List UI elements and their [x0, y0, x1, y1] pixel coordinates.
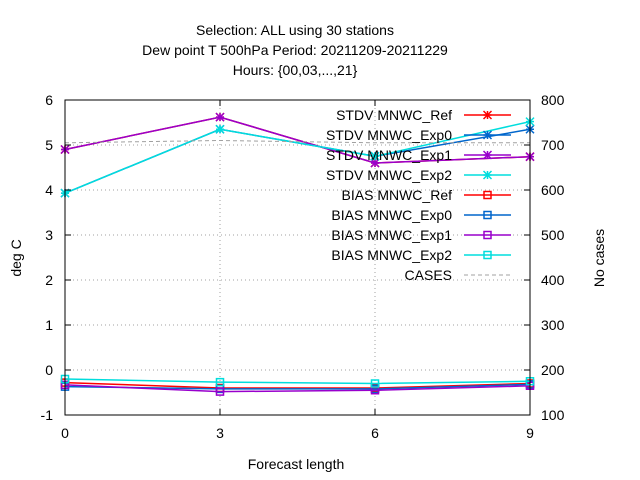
data-point	[215, 112, 225, 122]
data-point	[215, 377, 225, 387]
data-point	[215, 387, 225, 396]
x-axis-label: Forecast length	[248, 456, 345, 472]
data-point	[215, 124, 225, 134]
series-line	[64, 120, 531, 194]
legend-marker	[482, 130, 493, 140]
y-tick-label: 1	[45, 317, 53, 333]
legend-label: BIAS MNWC_Exp0	[331, 207, 452, 223]
y-tick-label: -1	[41, 407, 54, 423]
y-tick-label: 3	[45, 227, 53, 243]
y2-axis-label: No cases	[591, 229, 607, 287]
series-group	[60, 112, 535, 396]
y-tick-label: 6	[45, 92, 53, 108]
axis-ticks: 0 3 6 9 -1 0 1 2 3 4 5 6 100 200 300 400 500 600 700 800	[41, 92, 565, 441]
y-tick-label: 2	[45, 272, 53, 288]
plot-frame	[64, 99, 531, 416]
series-line	[64, 139, 530, 144]
legend-entry: STDV MNWC_Exp2	[326, 167, 511, 183]
legend-marker	[483, 190, 492, 200]
title-line: Dew point T 500hPa Period: 20211209-2021…	[142, 42, 448, 58]
data-point	[370, 151, 380, 161]
y2-tick-label: 400	[541, 272, 565, 288]
series-8	[64, 139, 530, 144]
series-line	[64, 128, 531, 194]
legend-entry: STDV MNWC_Ref	[336, 107, 511, 123]
legend: STDV MNWC_Ref STDV MNWC_Exp0 STDV MNWC_Exp…	[326, 107, 511, 283]
legend-label: BIAS MNWC_Exp2	[331, 247, 452, 263]
legend-label: CASES	[405, 267, 452, 283]
legend-entry: BIAS MNWC_Ref	[342, 187, 511, 203]
legend-entry: STDV MNWC_Exp1	[326, 147, 511, 163]
legend-label: STDV MNWC_Exp2	[326, 167, 452, 183]
legend-entry: BIAS MNWC_Exp0	[331, 207, 511, 223]
legend-label: STDV MNWC_Exp1	[326, 147, 452, 163]
y2-tick-label: 500	[541, 227, 565, 243]
grid	[65, 100, 530, 415]
legend-entry: CASES	[405, 267, 511, 283]
y2-tick-label: 300	[541, 317, 565, 333]
legend-label: BIAS MNWC_Ref	[342, 187, 453, 203]
legend-marker	[483, 210, 492, 220]
series-line	[64, 384, 531, 393]
y-tick-label: 4	[45, 182, 53, 198]
x-tick-label: 0	[61, 425, 69, 441]
x-tick-label: 9	[526, 425, 534, 441]
title-line: Selection: ALL using 30 stations	[196, 22, 394, 38]
y2-tick-label: 100	[541, 407, 565, 423]
chart-title: Selection: ALL using 30 stations Dew poin…	[142, 22, 448, 78]
y-tick-label: 0	[45, 362, 53, 378]
y2-tick-label: 600	[541, 182, 565, 198]
x-tick-label: 6	[371, 425, 379, 441]
y2-tick-label: 200	[541, 362, 565, 378]
y2-tick-label: 700	[541, 137, 565, 153]
data-point	[370, 158, 380, 168]
y-axis-label: deg C	[8, 239, 24, 276]
title-line: Hours: {00,03,...,21}	[233, 62, 358, 78]
x-tick-label: 3	[216, 425, 224, 441]
legend-marker	[482, 170, 493, 180]
legend-label: STDV MNWC_Exp0	[326, 127, 452, 143]
legend-marker	[482, 110, 493, 120]
series-line	[64, 381, 531, 389]
legend-marker	[483, 250, 492, 260]
legend-entry: BIAS MNWC_Exp2	[331, 247, 511, 263]
series-line	[64, 378, 531, 385]
legend-marker	[482, 150, 493, 160]
legend-label: STDV MNWC_Ref	[336, 107, 452, 123]
y-tick-label: 5	[45, 137, 53, 153]
legend-label: BIAS MNWC_Exp1	[331, 227, 452, 243]
legend-entry: STDV MNWC_Exp0	[326, 127, 511, 143]
series-3	[60, 117, 535, 198]
legend-marker	[483, 230, 492, 240]
y2-tick-label: 800	[541, 92, 565, 108]
data-point	[370, 379, 380, 388]
legend-entry: BIAS MNWC_Exp1	[331, 227, 511, 243]
series-line	[64, 116, 531, 164]
series-2	[60, 112, 535, 168]
